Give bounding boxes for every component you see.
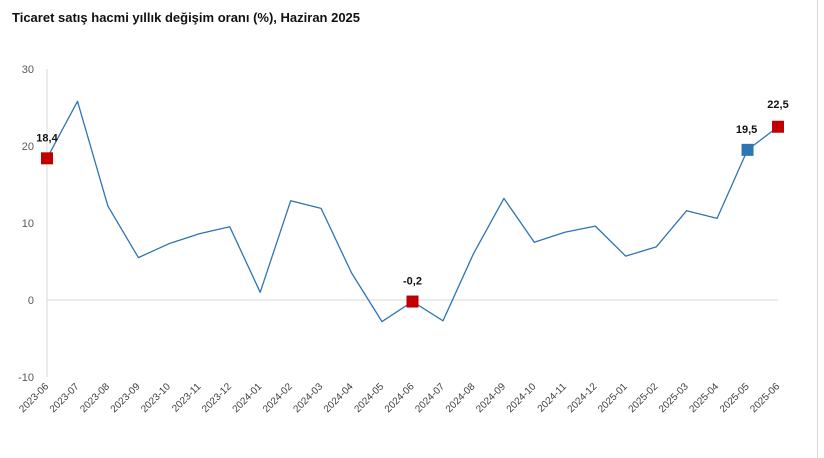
x-tick-label: 2025-05 xyxy=(718,381,752,415)
x-tick-label: 2023-10 xyxy=(139,381,173,415)
x-tick-label: 2024-05 xyxy=(352,381,386,415)
y-tick-label: -10 xyxy=(18,372,34,384)
marker-layer xyxy=(41,120,784,308)
x-tick-label: 2023-11 xyxy=(170,381,204,415)
x-tick-label: 2025-01 xyxy=(596,381,630,415)
x-tick-label: 2025-04 xyxy=(687,381,721,415)
y-tick-label: 10 xyxy=(22,218,34,230)
highlight-marker xyxy=(41,152,53,165)
x-tick-label: 2024-03 xyxy=(292,381,326,415)
axes xyxy=(46,69,778,377)
x-tick-label: 2025-06 xyxy=(748,381,782,415)
chart-title: Ticaret satış hacmi yıllık değişim oranı… xyxy=(12,10,361,25)
highlight-marker xyxy=(406,295,419,308)
y-tick-label: 20 xyxy=(22,141,34,153)
data-label: 22,5 xyxy=(767,99,788,111)
x-tick-label: 2025-02 xyxy=(627,381,661,415)
x-tick-label: 2024-11 xyxy=(536,381,570,415)
x-tick-label: 2024-12 xyxy=(566,381,600,415)
y-tick-label: 0 xyxy=(28,295,34,307)
data-label-layer: 18,4 -0,2 19,5 22,5 xyxy=(36,99,788,288)
data-label: 18,4 xyxy=(36,132,58,144)
series-layer xyxy=(46,100,779,323)
series-line xyxy=(46,100,779,323)
x-tick-label: 2023-08 xyxy=(78,381,112,415)
highlight-marker xyxy=(741,143,754,156)
x-tick-label: 2023-06 xyxy=(17,381,51,415)
data-label: 19,5 xyxy=(736,124,757,136)
x-tick-label: 2024-06 xyxy=(383,381,417,415)
x-tick-label: 2025-03 xyxy=(657,381,691,415)
x-tick-label: 2024-09 xyxy=(474,381,508,415)
x-tick-label: 2023-07 xyxy=(48,381,82,415)
y-axis-ticks: -10 0 10 20 30 xyxy=(18,64,34,384)
data-label: -0,2 xyxy=(403,276,422,288)
x-tick-label: 2024-07 xyxy=(413,381,447,415)
x-tick-label: 2024-10 xyxy=(505,381,539,415)
x-tick-label: 2023-09 xyxy=(109,381,143,415)
x-tick-label: 2024-01 xyxy=(231,381,265,415)
x-axis-ticks: 2023-062023-072023-082023-092023-102023-… xyxy=(17,381,782,415)
frame-divider xyxy=(817,0,818,458)
x-tick-label: 2024-04 xyxy=(322,381,356,415)
x-tick-label: 2023-12 xyxy=(200,381,234,415)
y-tick-label: 30 xyxy=(22,64,34,76)
highlight-marker xyxy=(772,120,784,133)
x-tick-label: 2024-08 xyxy=(444,381,478,415)
x-tick-label: 2024-02 xyxy=(261,381,295,415)
